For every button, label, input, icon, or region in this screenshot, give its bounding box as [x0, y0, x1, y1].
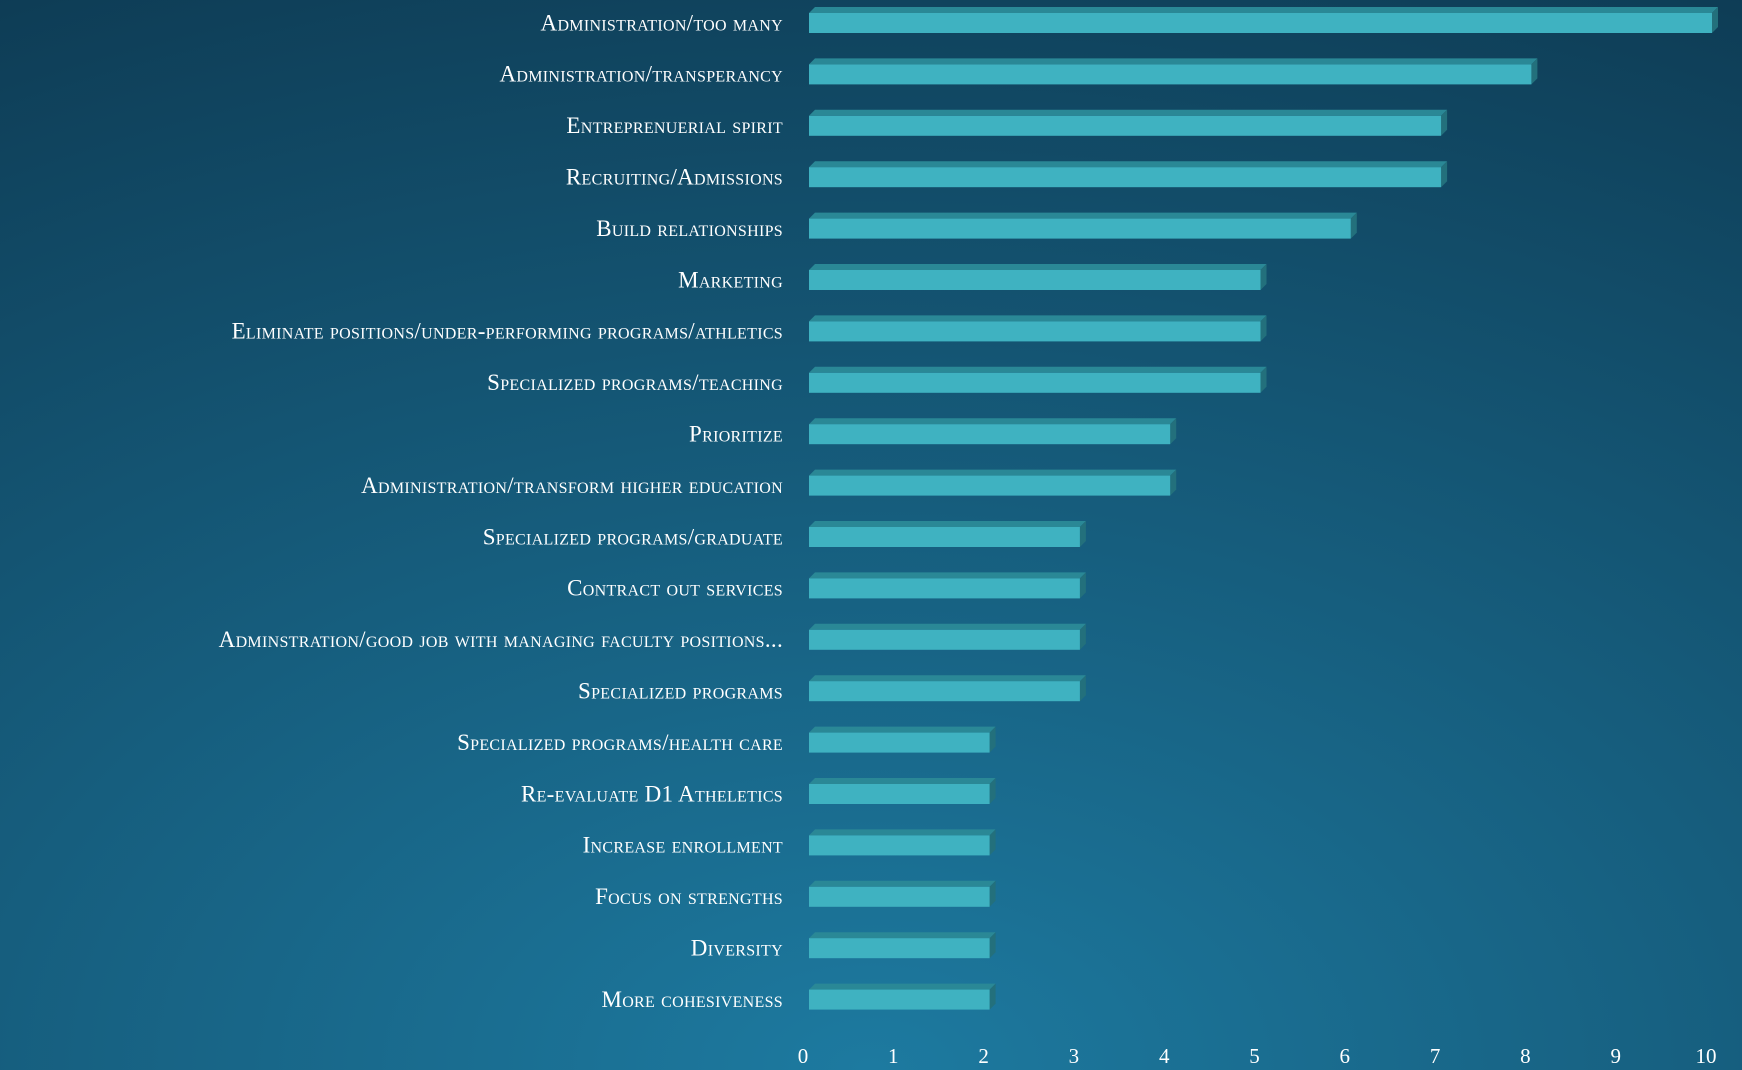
- y-tick-label: Specialized programs: [578, 678, 783, 703]
- bar-side: [1350, 212, 1357, 239]
- x-tick-label: 10: [1696, 1044, 1717, 1068]
- bar-top: [809, 880, 996, 887]
- y-tick-label: Eliminate positions/under-performing pro…: [232, 319, 783, 344]
- bar-side: [1441, 109, 1448, 136]
- bar-side: [1260, 264, 1267, 290]
- y-tick-label: Increase enrollment: [583, 833, 783, 858]
- bar-top: [809, 726, 996, 733]
- bar-side: [1531, 58, 1538, 85]
- y-tick-label: Entreprenuerial spirit: [566, 113, 783, 138]
- bar-top: [809, 521, 1086, 527]
- bar-top: [809, 161, 1448, 168]
- bar: [809, 527, 1080, 547]
- bar: [809, 938, 990, 959]
- bar-side: [1712, 7, 1718, 33]
- y-tick-label: Administration/transperancy: [499, 62, 783, 87]
- bar-top: [809, 932, 996, 939]
- x-tick-label: 3: [1069, 1044, 1080, 1068]
- x-tick-label: 0: [798, 1044, 809, 1068]
- bar-side: [1079, 675, 1086, 702]
- bar-side: [1079, 572, 1086, 599]
- bar: [809, 578, 1080, 599]
- bar: [809, 115, 1442, 136]
- y-tick-label: Adminstration/good job with managing fac…: [219, 627, 783, 652]
- y-tick-label: Build relationships: [596, 216, 783, 241]
- x-tick-label: 2: [978, 1044, 989, 1068]
- y-tick-label: Specialized programs/graduate: [483, 524, 783, 549]
- bar: [809, 989, 990, 1010]
- bar-top: [809, 366, 1267, 373]
- bar-side: [989, 829, 996, 856]
- bar-top: [809, 623, 1086, 630]
- bar: [809, 218, 1351, 239]
- y-tick-label: Specialized programs/teaching: [487, 370, 783, 395]
- y-tick-label: Focus on strengths: [595, 884, 783, 909]
- x-tick-label: 1: [888, 1044, 899, 1068]
- bar-top: [809, 572, 1086, 579]
- x-tick-label: 7: [1430, 1044, 1441, 1068]
- bar-top: [809, 212, 1357, 219]
- bar: [809, 321, 1261, 342]
- bar: [809, 167, 1442, 188]
- y-tick-label: More cohesiveness: [601, 987, 783, 1012]
- bar-top: [809, 829, 996, 836]
- y-tick-label: Specialized programs/health care: [457, 730, 783, 755]
- bar-side: [1170, 418, 1177, 445]
- y-tick-label: Recruiting/Admissions: [566, 164, 783, 189]
- bar-top: [809, 418, 1177, 425]
- x-tick-label: 4: [1159, 1044, 1170, 1068]
- bar-side: [1260, 366, 1267, 393]
- y-tick-label: Administration/too many: [541, 10, 784, 35]
- bar-side: [1170, 469, 1177, 496]
- bar: [809, 732, 990, 753]
- bar: [809, 13, 1712, 33]
- bar: [809, 64, 1532, 85]
- bar: [809, 886, 990, 907]
- y-tick-label: Contract out services: [567, 576, 783, 601]
- y-tick-label: Administration/transform higher educatio…: [361, 473, 783, 498]
- x-tick-label: 8: [1520, 1044, 1531, 1068]
- bar: [809, 270, 1261, 290]
- bar: [809, 629, 1080, 650]
- bar-side: [989, 983, 996, 1010]
- y-tick-label: Marketing: [678, 267, 783, 292]
- bar-top: [809, 109, 1448, 116]
- bar-top: [809, 315, 1267, 322]
- x-tick-label: 5: [1249, 1044, 1260, 1068]
- bar-top: [809, 778, 996, 784]
- bar-top: [809, 469, 1177, 476]
- bar-side: [989, 880, 996, 907]
- bar-side: [1260, 315, 1267, 342]
- bar: [809, 835, 990, 856]
- bar-top: [809, 983, 996, 990]
- x-tick-label: 6: [1340, 1044, 1351, 1068]
- bar-top: [809, 675, 1086, 682]
- y-tick-label: Re-evaluate D1 Atheletics: [521, 781, 783, 806]
- bar-side: [1441, 161, 1448, 188]
- bar-side: [989, 726, 996, 753]
- bar-side: [1079, 623, 1086, 650]
- bar-top: [809, 58, 1538, 65]
- bar-side: [989, 932, 996, 959]
- bar: [809, 424, 1171, 445]
- bar-side: [989, 778, 996, 804]
- bar-top: [809, 7, 1718, 13]
- x-tick-label: 9: [1610, 1044, 1621, 1068]
- bar-top: [809, 264, 1267, 270]
- bar: [809, 784, 990, 804]
- bar: [809, 475, 1171, 496]
- bar: [809, 681, 1080, 702]
- y-tick-label: Prioritize: [689, 421, 783, 446]
- bar-side: [1079, 521, 1086, 547]
- bar: [809, 372, 1261, 393]
- y-tick-label: Diversity: [691, 935, 783, 960]
